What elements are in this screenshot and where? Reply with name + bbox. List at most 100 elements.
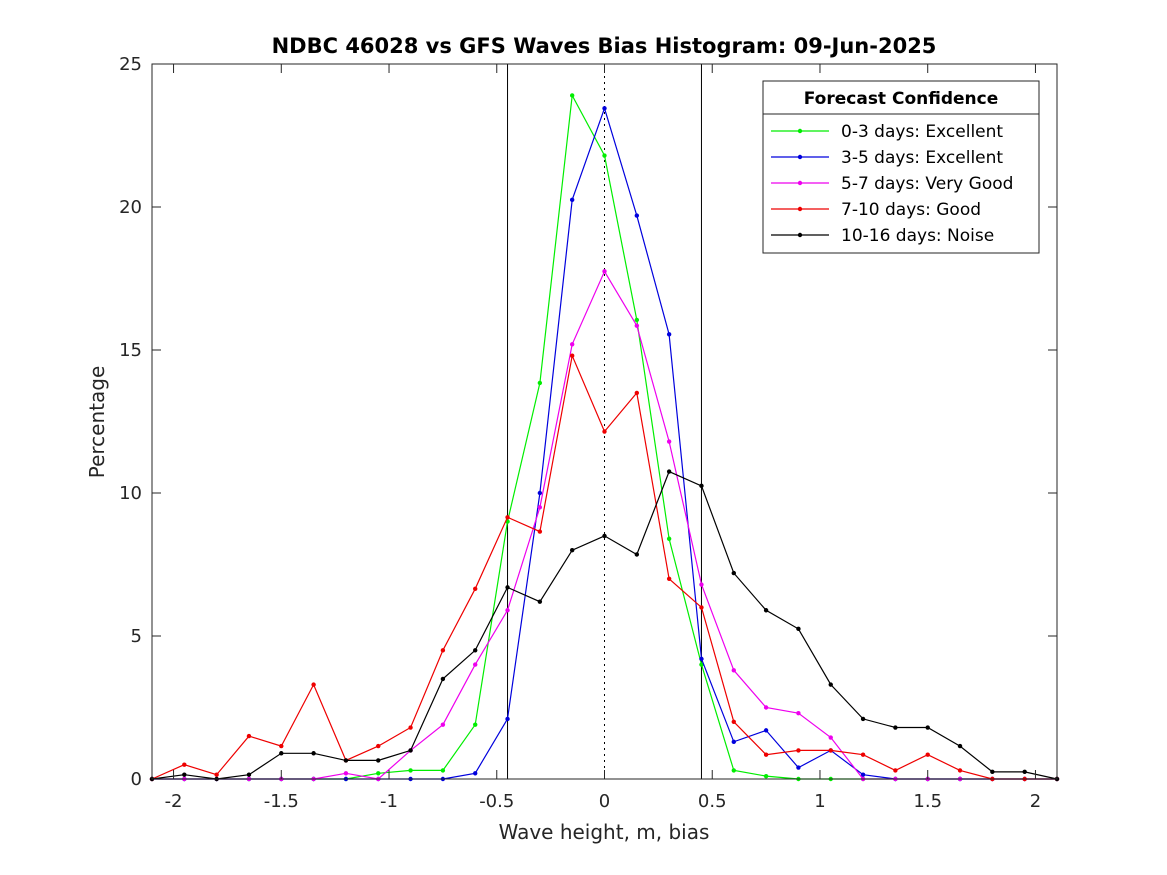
data-point	[376, 743, 381, 749]
data-point	[473, 722, 478, 727]
data-point	[763, 728, 769, 733]
data-point	[699, 605, 704, 610]
legend-label: 3-5 days: Excellent	[841, 148, 1003, 168]
data-point	[828, 748, 833, 753]
legend-entries: 0-3 days: Excellent 3-5 days: Excellent 5-…	[771, 122, 1013, 246]
data-point	[602, 153, 607, 158]
x-tick-label: -1	[380, 791, 398, 812]
legend-swatch-marker	[797, 232, 803, 238]
data-point	[246, 733, 252, 739]
data-point	[505, 716, 510, 722]
y-tick-label: 0	[131, 769, 142, 790]
x-tick-label: -0.5	[479, 791, 514, 812]
x-tick-label: 2	[1030, 791, 1041, 812]
data-point	[699, 582, 704, 587]
data-point	[699, 662, 704, 667]
data-point	[537, 490, 543, 496]
data-point	[699, 656, 704, 662]
legend-box	[762, 80, 1040, 254]
data-point	[569, 548, 575, 553]
series-5	[149, 469, 1060, 782]
data-point	[440, 768, 446, 773]
x-tick-label: -1.5	[264, 791, 299, 812]
data-point	[569, 353, 575, 358]
legend-swatch-marker	[797, 206, 803, 212]
y-tick-label: 10	[119, 483, 142, 504]
data-point	[311, 751, 316, 756]
data-point	[860, 752, 866, 757]
data-point	[537, 599, 543, 604]
data-point	[634, 552, 640, 557]
data-point	[763, 705, 769, 710]
data-point	[666, 576, 672, 581]
data-point	[731, 768, 736, 773]
data-point	[182, 762, 187, 767]
data-point	[182, 772, 187, 777]
data-point	[602, 106, 607, 111]
y-axis-label: Percentage	[85, 366, 109, 479]
data-point	[796, 626, 801, 632]
data-point	[505, 515, 510, 520]
data-point	[569, 93, 575, 98]
data-point	[537, 529, 543, 534]
legend-swatch-marker	[797, 180, 803, 186]
data-point	[893, 768, 898, 773]
data-point	[828, 682, 833, 687]
data-point	[440, 648, 446, 653]
x-tick-label: 1	[814, 791, 825, 812]
legend-entry: 3-5 days: Excellent	[771, 148, 1003, 168]
data-point	[828, 735, 833, 740]
data-point	[796, 748, 801, 753]
data-point	[537, 505, 543, 510]
data-point	[473, 586, 478, 592]
data-point	[505, 608, 510, 613]
data-point	[990, 769, 995, 775]
data-point	[343, 758, 349, 763]
legend-label: 7-10 days: Good	[841, 200, 981, 220]
data-point	[440, 722, 446, 727]
data-point	[763, 773, 769, 779]
data-point	[440, 676, 446, 682]
data-point	[860, 772, 866, 777]
data-point	[957, 743, 963, 749]
legend-title: Forecast Confidence	[804, 89, 999, 109]
x-axis-ticks: -2 -1.5 -1 -0.5 0 0.5 1 1.5 2	[165, 64, 1041, 812]
data-point	[666, 469, 672, 474]
legend-swatch-marker	[797, 154, 803, 160]
chart-title: NDBC 46028 vs GFS Waves Bias Histogram: …	[272, 34, 937, 58]
data-point	[731, 570, 736, 576]
data-point	[602, 533, 607, 539]
data-point	[925, 725, 930, 730]
data-point	[343, 771, 349, 776]
data-point	[796, 711, 801, 716]
legend-entry: 10-16 days: Noise	[771, 226, 994, 246]
data-point	[666, 439, 672, 444]
data-point	[666, 332, 672, 337]
data-point	[957, 768, 963, 773]
data-point	[311, 682, 316, 687]
data-point	[569, 342, 575, 347]
data-point	[796, 765, 801, 770]
data-point	[408, 748, 413, 753]
data-point	[505, 585, 510, 590]
y-axis-ticks: 0 5 10 15 20 25	[119, 54, 1057, 790]
data-point	[666, 536, 672, 541]
data-point	[246, 772, 252, 777]
data-point	[214, 772, 219, 777]
data-point	[473, 648, 478, 653]
data-point	[763, 752, 769, 757]
data-point	[279, 751, 284, 756]
data-point	[602, 429, 607, 434]
data-point	[634, 323, 640, 328]
legend-label: 0-3 days: Excellent	[841, 122, 1003, 142]
x-tick-label: -2	[165, 791, 183, 812]
y-tick-label: 5	[131, 626, 142, 647]
data-point	[731, 719, 736, 724]
data-point	[376, 758, 381, 763]
data-point	[376, 771, 381, 776]
y-tick-label: 15	[119, 340, 142, 361]
data-point	[893, 725, 898, 730]
legend-entry: 0-3 days: Excellent	[771, 122, 1003, 142]
data-point	[537, 380, 543, 386]
